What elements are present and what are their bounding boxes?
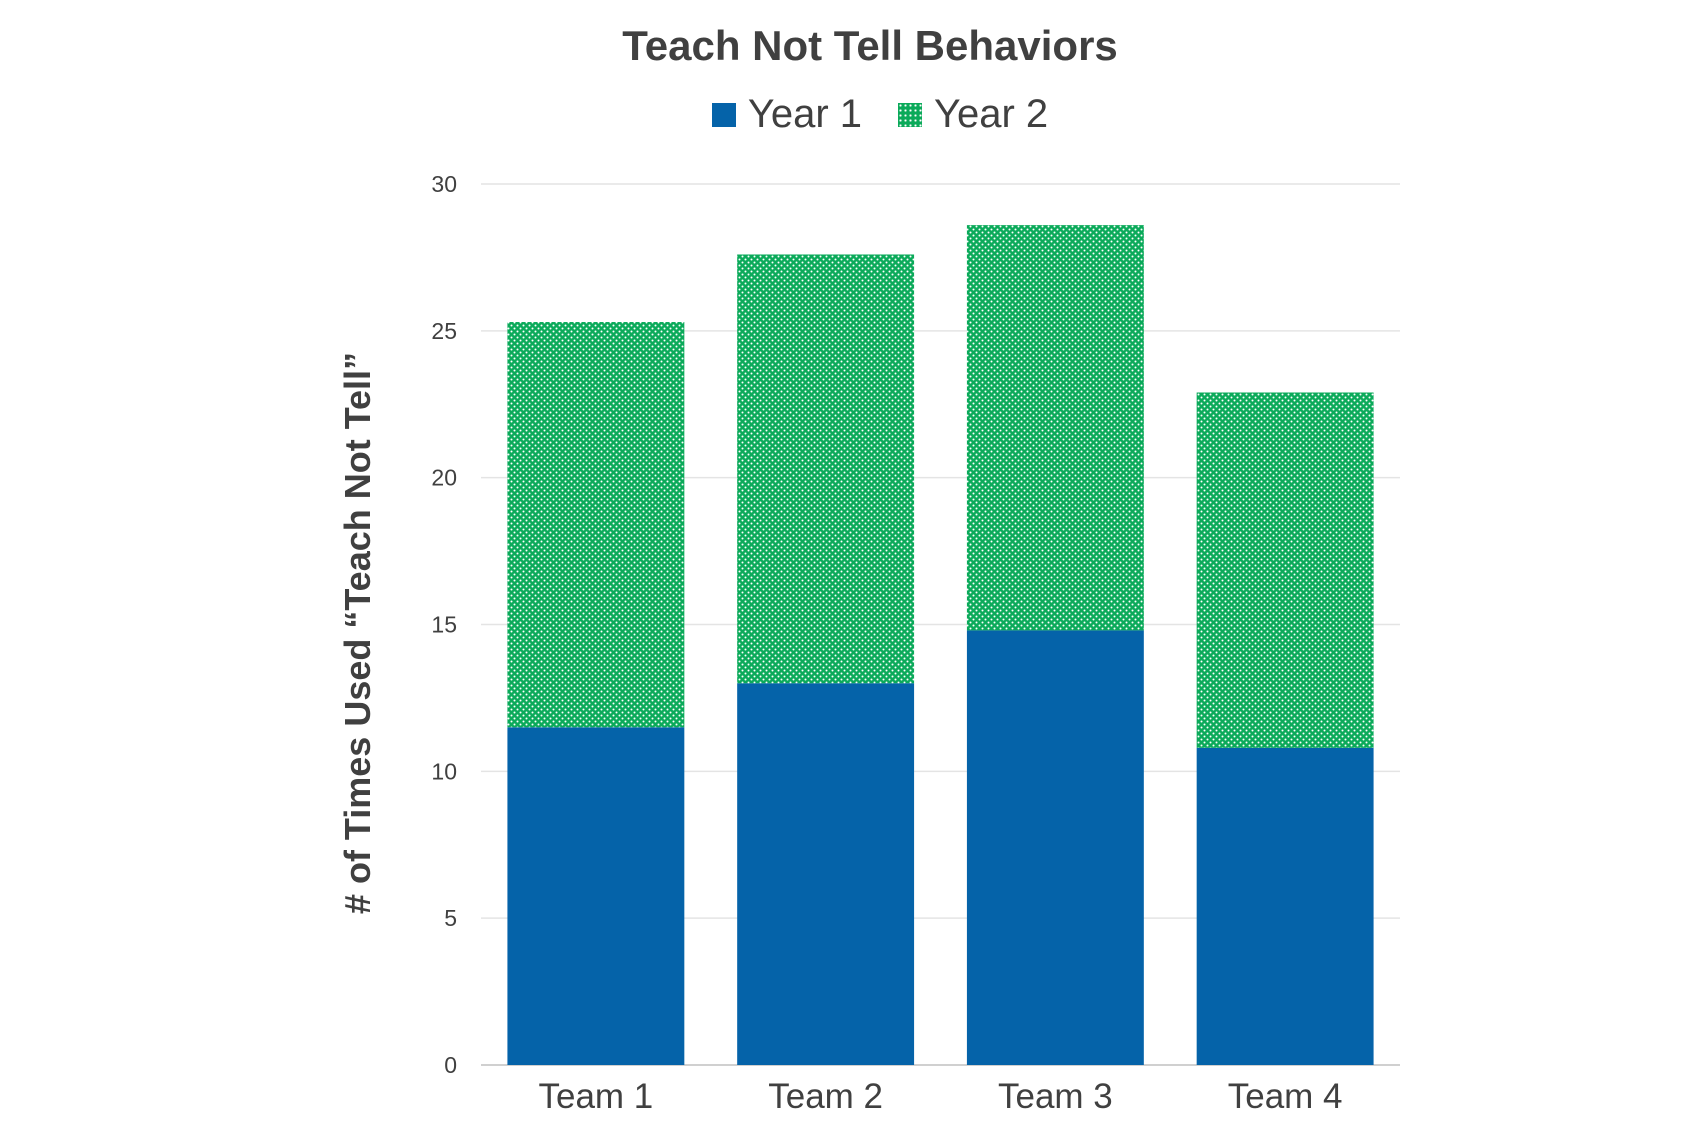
y-tick-label: 10 <box>431 758 457 784</box>
y-tick-label: 25 <box>431 318 457 344</box>
chart-title: Teach Not Tell Behaviors <box>622 22 1118 69</box>
y-tick-label: 0 <box>444 1052 457 1078</box>
legend-label-year-2: Year 2 <box>934 92 1049 136</box>
y-tick-label: 5 <box>444 905 457 931</box>
bar-year-1-team-4 <box>1196 747 1374 1065</box>
bar-year-2-team-1 <box>507 322 685 728</box>
x-tick-label: Team 1 <box>538 1077 653 1116</box>
bar-year-2-team-3 <box>966 225 1144 631</box>
x-tick-label: Team 4 <box>1228 1077 1343 1116</box>
bar-year-2-team-2 <box>737 254 915 684</box>
legend-swatch-year-1 <box>711 102 736 127</box>
legend-label-year-1: Year 1 <box>747 92 862 136</box>
legend: Year 1 Year 2 <box>0 92 1704 137</box>
legend-item-year-2: Year 2 <box>898 92 1048 137</box>
bar-year-1-team-2 <box>737 683 915 1065</box>
x-tick-label: Team 3 <box>998 1077 1113 1116</box>
y-tick-label: 20 <box>431 465 457 491</box>
y-tick-label: 30 <box>431 171 457 197</box>
y-tick-label: 15 <box>431 612 457 638</box>
bar-year-1-team-3 <box>966 630 1144 1065</box>
legend-item-year-1: Year 1 <box>711 92 862 137</box>
bar-year-2-team-4 <box>1196 392 1374 748</box>
bar-year-1-team-1 <box>507 727 685 1065</box>
legend-swatch-year-2 <box>898 102 922 127</box>
x-tick-label: Team 2 <box>768 1077 883 1116</box>
